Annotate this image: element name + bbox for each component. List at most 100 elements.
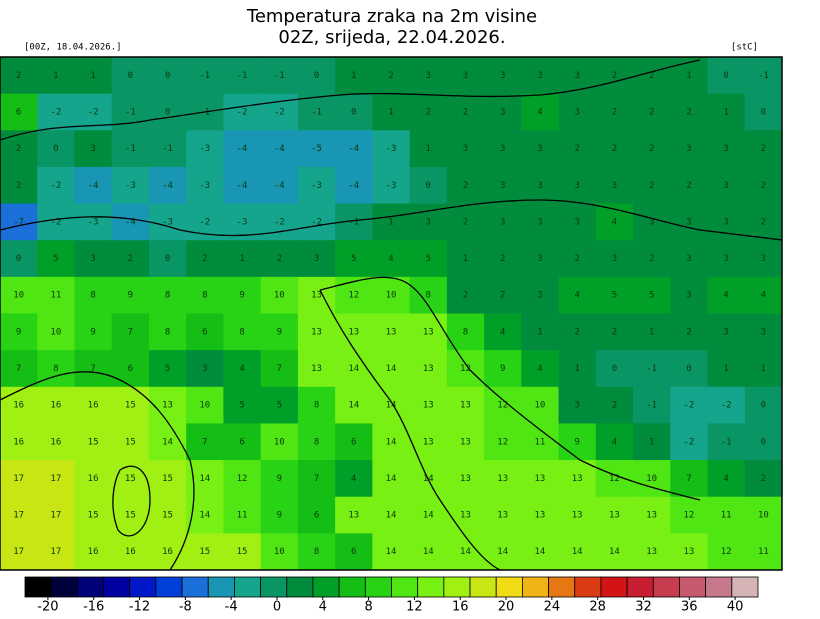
temperature-value: 3 [537,217,542,227]
temperature-value: 3 [500,144,505,154]
temperature-value: 5 [351,254,356,264]
temperature-cell [670,130,709,168]
temperature-cell [0,350,38,388]
colorbar-box [548,576,576,598]
temperature-cell [186,423,224,461]
temperature-cell [74,240,113,278]
temperature-cell [744,240,783,278]
temperature-cell [223,533,262,571]
temperature-value: 6 [351,437,356,447]
temperature-value: 1 [649,327,654,337]
temperature-cell [707,240,746,278]
temperature-value: 3 [537,254,542,264]
temperature-value: 14 [386,474,397,484]
temperature-value: -4 [274,144,285,154]
temperature-value: 1 [388,107,393,117]
temperature-cell [595,130,634,168]
temperature-value: 2 [686,181,691,191]
temperature-value: 9 [277,511,282,521]
temperature-value: 4 [500,327,505,337]
temperature-value: 2 [649,107,654,117]
temperature-value: 9 [239,291,244,301]
temperature-value: 12 [497,437,508,447]
temperature-value: -4 [125,217,136,227]
temperature-cell [74,423,113,461]
temperature-cell [223,496,262,534]
temperature-cell [297,93,336,131]
temperature-value: 11 [535,437,546,447]
temperature-cell [186,460,224,498]
temperature-cell [260,240,299,278]
temperature-cell [223,166,262,205]
temperature-value: 3 [723,181,728,191]
temperature-value: -4 [274,181,285,191]
colorbar-label: 40 [727,600,744,615]
temperature-value: 17 [50,547,61,557]
temperature-cell [409,166,448,205]
temperature-cell [446,423,485,461]
temperature-cell [260,423,299,461]
temperature-value: 12 [609,474,620,484]
temperature-value: 13 [646,547,657,557]
temperature-value: 9 [574,437,579,447]
temperature-cell [372,350,411,388]
temperature-cell [558,423,597,461]
temperature-value: 15 [125,401,136,411]
temperature-value: 5 [649,291,654,301]
temperature-value: 8 [202,291,207,301]
temperature-cell [186,57,224,95]
temperature-cell [446,240,485,278]
temperature-cell [521,386,560,424]
temperature-value: 5 [53,254,58,264]
temperature-value: 2 [649,144,654,154]
temperature-value: 0 [612,364,617,374]
temperature-value: 7 [686,474,691,484]
temperature-value: 5 [165,364,170,374]
temperature-cell [111,203,150,241]
temperature-value: 13 [572,511,583,521]
temperature-value: 0 [686,364,691,374]
temperature-cell [558,350,597,388]
temperature-value: 0 [165,71,170,81]
temperature-cell [484,276,522,314]
temperature-value: 15 [88,511,99,521]
temperature-cell [521,460,560,498]
temperature-cell [707,533,746,571]
temperature-cell [558,276,597,314]
temperature-value: -1 [758,71,769,81]
temperature-value: 3 [649,217,654,227]
temperature-value: 2 [649,254,654,264]
temperature-value: 1 [537,327,542,337]
temperature-value: 8 [314,437,319,447]
temperature-value: 15 [125,437,136,447]
temperature-value: 6 [202,327,207,337]
temperature-cell [37,57,75,95]
temperature-cell [744,313,783,351]
temperature-value: 16 [50,437,61,447]
temperature-value: 14 [460,547,471,557]
colorbar-box [338,576,366,598]
temperature-cell [37,423,75,461]
temperature-value: 13 [460,474,471,484]
temperature-cell [521,240,560,278]
temperature-value: -4 [88,181,99,191]
temperature-value: 3 [723,327,728,337]
temperature-cell [744,57,783,95]
temperature-value: -1 [646,364,657,374]
temperature-value: 1 [649,437,654,447]
temperature-value: 15 [162,474,173,484]
temperature-value: -2 [199,217,210,227]
temperature-cell [297,57,336,95]
temperature-cell [446,130,485,168]
temperature-cell [521,496,560,534]
temperature-value: 4 [761,291,766,301]
temperature-value: 2 [277,254,282,264]
temperature-value: -1 [274,71,285,81]
temperature-value: 14 [348,401,359,411]
border [0,199,783,241]
colorbar-box [155,576,183,598]
temperature-value: -4 [348,144,359,154]
temperature-value: 15 [199,547,210,557]
temperature-value: 2 [463,107,468,117]
temperature-cell [670,276,709,314]
